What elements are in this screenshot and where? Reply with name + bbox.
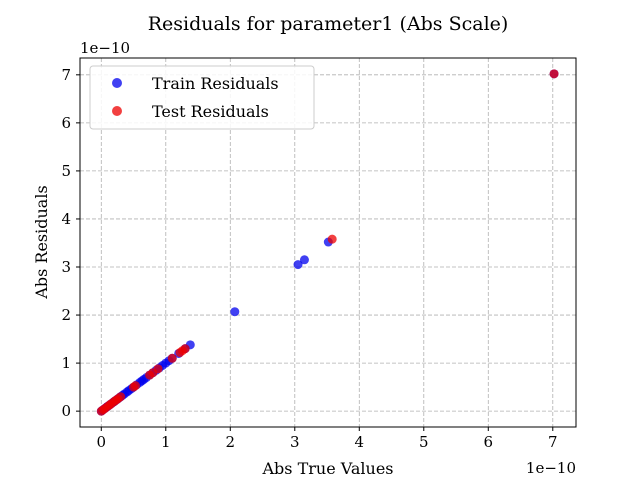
y-tick-label: 6 <box>61 114 71 132</box>
train-point <box>230 307 240 317</box>
x-tick-label: 5 <box>419 433 429 451</box>
axis-ticks: 0 1 2 3 4 5 6 7 0 1 2 3 4 5 6 7 <box>61 66 557 451</box>
test-point <box>167 353 177 363</box>
legend-marker-test <box>112 106 122 116</box>
y-tick-label: 0 <box>61 402 71 420</box>
chart-title: Residuals for parameter1 (Abs Scale) <box>148 13 509 35</box>
x-tick-label: 3 <box>290 433 300 451</box>
x-tick-label: 2 <box>226 433 236 451</box>
y-tick-label: 1 <box>61 354 71 372</box>
train-point <box>293 260 303 270</box>
y-tick-label: 7 <box>61 66 71 84</box>
y-tick-label: 5 <box>61 162 71 180</box>
legend-box <box>89 65 315 130</box>
test-point <box>549 69 559 79</box>
legend-label-train: Train Residuals <box>152 74 279 93</box>
test-series <box>96 69 559 416</box>
test-point <box>327 234 337 244</box>
y-axis-label: Abs Residuals <box>32 185 51 299</box>
test-point <box>153 364 163 374</box>
y-tick-label: 3 <box>61 258 71 276</box>
train-point <box>299 255 309 265</box>
plot-frame <box>79 57 577 428</box>
y-tick-label: 4 <box>61 210 71 228</box>
legend-label-test: Test Residuals <box>152 102 269 121</box>
x-axis-label: Abs True Values <box>262 459 394 478</box>
x-tick-label: 6 <box>484 433 494 451</box>
y-tick-label: 2 <box>61 306 71 324</box>
x-tick-label: 1 <box>161 433 171 451</box>
test-point <box>116 392 126 402</box>
legend: Train Residuals Test Residuals <box>89 65 315 130</box>
legend-marker-train <box>112 78 122 88</box>
test-point <box>180 344 190 354</box>
x-offset-label: 1e−10 <box>526 459 576 477</box>
test-point <box>130 381 140 391</box>
x-tick-label: 0 <box>97 433 107 451</box>
x-tick-label: 4 <box>355 433 365 451</box>
x-tick-label: 7 <box>548 433 558 451</box>
y-offset-label: 1e−10 <box>80 39 130 57</box>
